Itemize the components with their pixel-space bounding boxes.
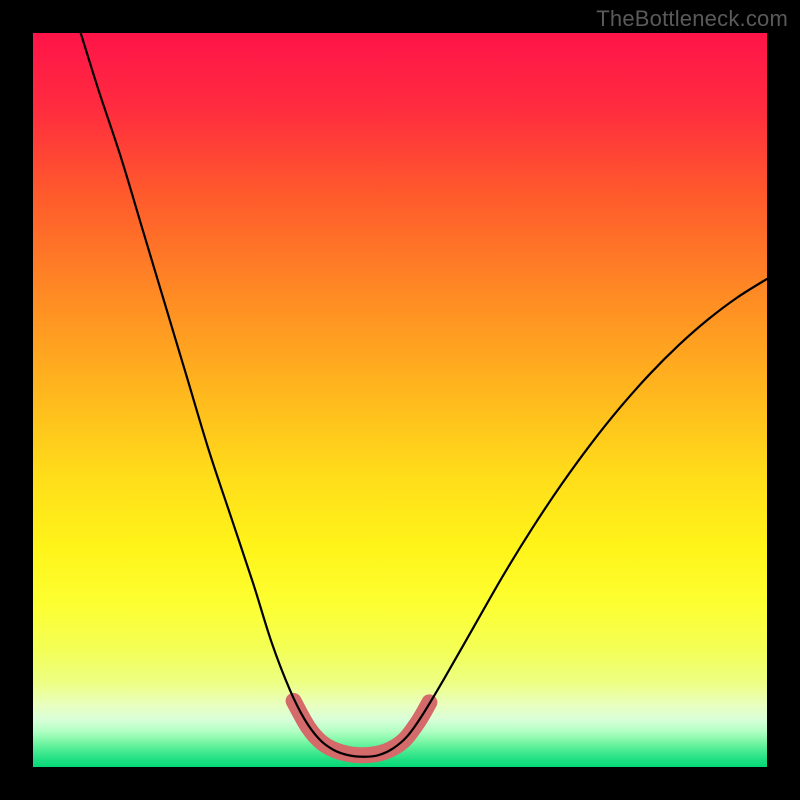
watermark-text: TheBottleneck.com	[596, 6, 788, 32]
plot-background	[33, 33, 767, 767]
outer-frame: TheBottleneck.com	[0, 0, 800, 800]
bottleneck-chart	[0, 0, 800, 800]
